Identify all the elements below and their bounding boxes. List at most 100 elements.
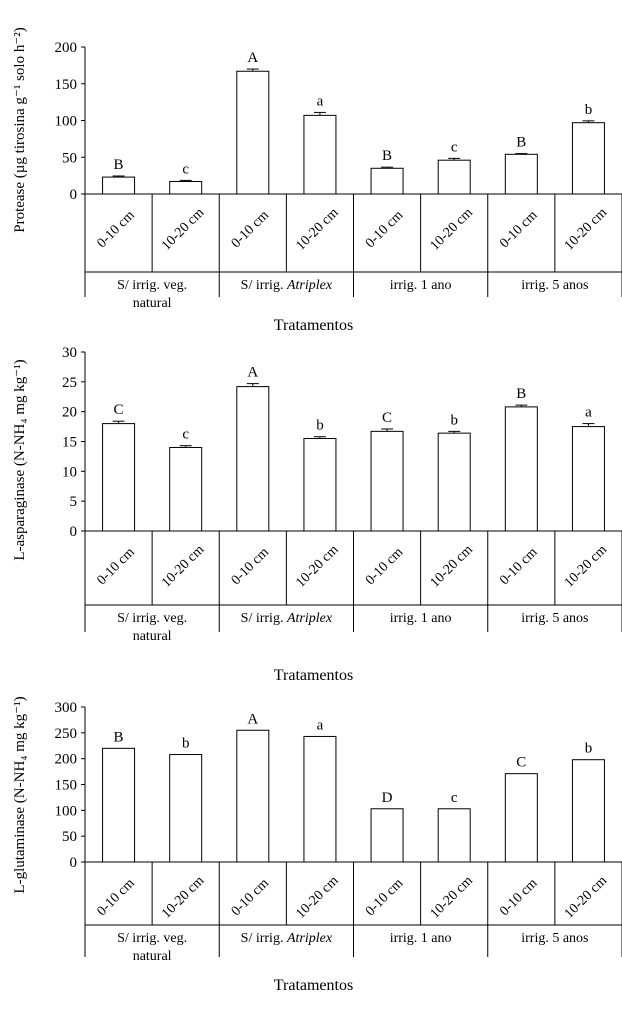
y-tick-label: 150 xyxy=(55,778,78,794)
y-tick-label: 15 xyxy=(62,435,77,451)
chart-panel-1: 0 50 100 150 200 Protease (µg tirosina g⁻¹ so… xyxy=(12,27,622,334)
bar-letter-label: b xyxy=(585,102,593,118)
x-tick-label: 10-20 cm xyxy=(428,873,476,921)
bar-letter-label: B xyxy=(114,729,124,745)
bar xyxy=(102,176,136,195)
chart-panel-3: 0 50 100 150 200 250 300 L-glutaminase (N-NH₄ m… xyxy=(12,696,622,994)
bar-letter-label: A xyxy=(247,50,258,66)
group-label: S/ irrig. Atriplex xyxy=(241,611,333,626)
bar xyxy=(236,729,270,863)
bar-letter-label: C xyxy=(516,755,526,771)
x-tick-label: 0-10 cm xyxy=(94,545,137,588)
bar xyxy=(504,406,538,532)
x-tick-label: 10-20 cm xyxy=(562,873,610,921)
bar xyxy=(571,122,605,195)
bar xyxy=(169,446,203,532)
y-tick-label: 300 xyxy=(55,700,78,716)
bar xyxy=(504,153,538,195)
group-label-part: S/ irrig. xyxy=(241,278,287,293)
y-tick-label: 5 xyxy=(70,494,78,510)
bar xyxy=(102,423,136,532)
y-tick-label: 250 xyxy=(55,726,78,742)
chart-panel-2: 0 5 10 15 20 25 30 L-asparaginase (N-NH₄ mg kg⁻… xyxy=(12,345,622,684)
group-label: natural xyxy=(133,949,172,964)
bar-letter-label: B xyxy=(516,135,526,151)
bar-letter-label: b xyxy=(182,736,190,752)
group-label-part: Atriplex xyxy=(286,611,333,626)
group-label-part: S/ irrig. xyxy=(241,611,287,626)
y-axis-title: L-asparaginase (N-NH₄ mg kg⁻¹) xyxy=(12,359,28,560)
y-tick-label: 0 xyxy=(70,855,78,871)
bar-letter-label: A xyxy=(247,365,258,381)
y-axis-title: L-glutaminase (N-NH₄ mg kg⁻¹) xyxy=(12,696,28,893)
bar-letter-label: C xyxy=(382,410,392,426)
group-label: irrig. 1 ano xyxy=(390,278,452,293)
x-tick-label: 0-10 cm xyxy=(363,876,406,919)
x-axis-title: Tratamentos xyxy=(274,977,353,994)
bar xyxy=(169,181,203,195)
x-tick-label: 10-20 cm xyxy=(293,873,341,921)
group-label: natural xyxy=(133,629,172,644)
y-tick-label: 0 xyxy=(70,524,78,540)
bar xyxy=(169,754,203,863)
y-tick-label: 100 xyxy=(55,803,78,819)
bar-letter-label: a xyxy=(317,717,324,733)
x-tick-label: 10-20 cm xyxy=(293,205,341,253)
x-tick-label: 0-10 cm xyxy=(94,876,137,919)
group-label: irrig. 1 ano xyxy=(390,611,452,626)
x-tick-label: 0-10 cm xyxy=(363,208,406,251)
x-tick-label: 0-10 cm xyxy=(229,876,272,919)
bar xyxy=(571,426,605,532)
x-tick-label: 10-20 cm xyxy=(293,542,341,590)
x-axis-title: Tratamentos xyxy=(274,317,353,334)
x-tick-label: 10-20 cm xyxy=(159,542,207,590)
y-tick-label: 100 xyxy=(55,114,78,130)
bar-letter-label: B xyxy=(516,386,526,402)
bar xyxy=(437,808,471,863)
group-label: S/ irrig. veg. xyxy=(117,931,187,946)
group-label: S/ irrig. Atriplex xyxy=(241,278,333,293)
group-label-part: Atriplex xyxy=(286,278,333,293)
x-tick-label: 0-10 cm xyxy=(497,545,540,588)
bar xyxy=(102,747,136,863)
bar-letter-label: B xyxy=(114,157,124,173)
bar-letter-label: b xyxy=(316,418,324,434)
bar-letter-label: A xyxy=(247,711,258,727)
bar xyxy=(370,430,404,532)
y-tick-label: 0 xyxy=(70,187,78,203)
y-tick-label: 30 xyxy=(62,345,77,361)
x-axis-title: Tratamentos xyxy=(274,667,353,684)
group-label: irrig. 5 anos xyxy=(521,611,588,626)
bar xyxy=(303,438,337,532)
x-tick-label: 0-10 cm xyxy=(94,208,137,251)
x-tick-label: 10-20 cm xyxy=(428,542,476,590)
x-tick-label: 0-10 cm xyxy=(497,876,540,919)
x-tick-label: 0-10 cm xyxy=(229,545,272,588)
y-tick-label: 50 xyxy=(62,150,77,166)
x-tick-label: 10-20 cm xyxy=(562,205,610,253)
bar xyxy=(571,759,605,863)
x-tick-label: 10-20 cm xyxy=(428,205,476,253)
bar-letter-label: a xyxy=(585,405,592,421)
bar-letter-label: B xyxy=(382,148,392,164)
bar xyxy=(504,773,538,863)
x-tick-label: 0-10 cm xyxy=(363,545,406,588)
bar-letter-label: c xyxy=(182,427,189,443)
y-tick-label: 200 xyxy=(55,40,78,56)
y-tick-label: 25 xyxy=(62,375,77,391)
x-tick-label: 10-20 cm xyxy=(562,542,610,590)
group-label: natural xyxy=(133,296,172,311)
bar-letter-label: a xyxy=(317,93,324,109)
bar xyxy=(437,432,471,532)
y-tick-label: 50 xyxy=(62,829,77,845)
bar xyxy=(236,70,270,195)
bar-letter-label: c xyxy=(451,790,458,806)
bar xyxy=(370,808,404,863)
y-tick-label: 20 xyxy=(62,405,77,421)
x-tick-label: 10-20 cm xyxy=(159,205,207,253)
y-axis-title: Protease (µg tirosina g⁻¹ solo h⁻²) xyxy=(12,27,28,233)
group-label-part: Atriplex xyxy=(286,931,333,946)
group-label: S/ irrig. Atriplex xyxy=(241,931,333,946)
bar xyxy=(236,386,270,532)
